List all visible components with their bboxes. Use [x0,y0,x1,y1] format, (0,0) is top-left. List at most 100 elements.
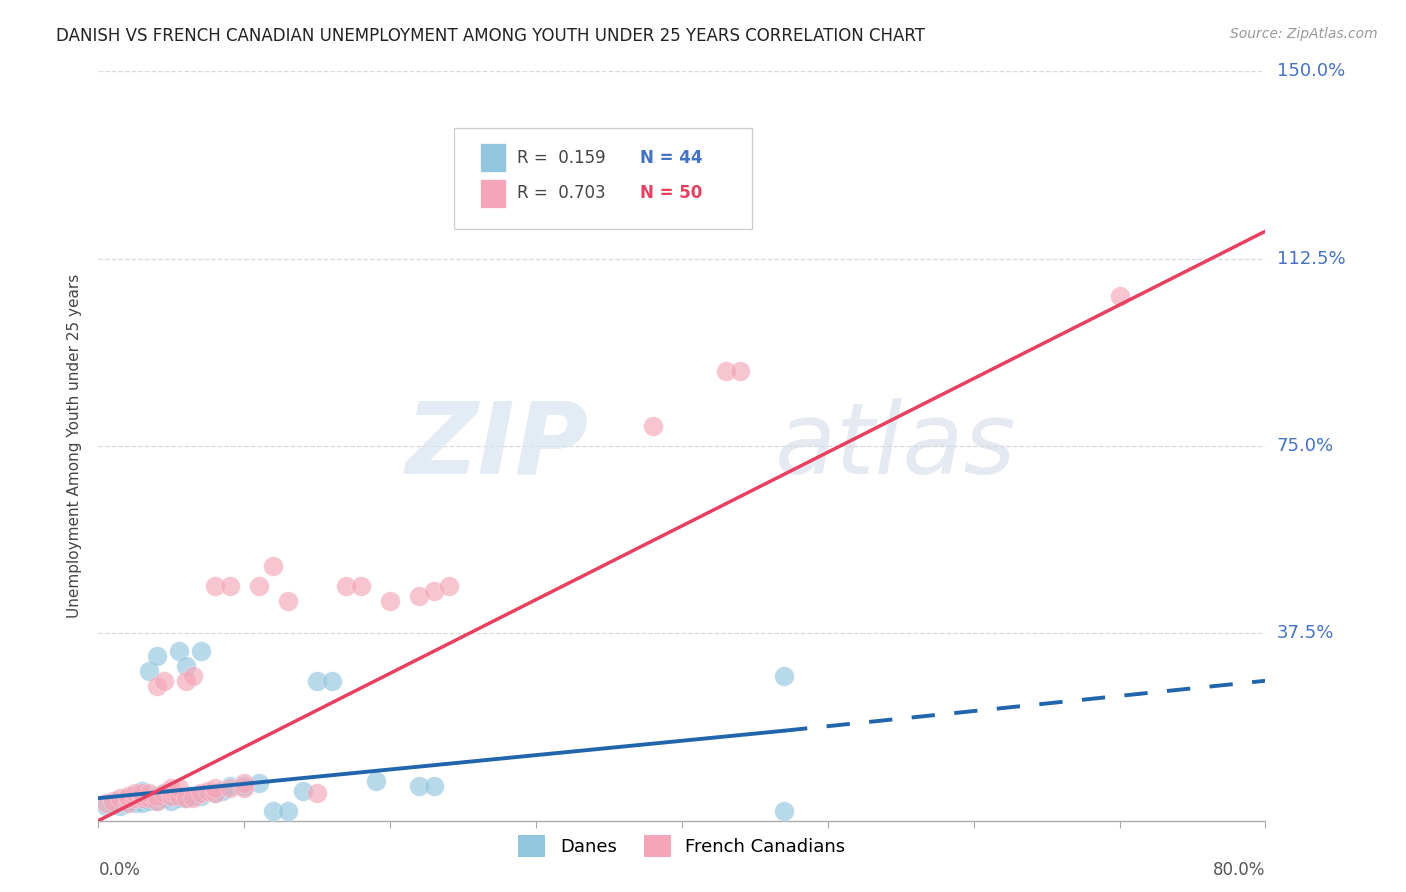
Point [181,789,204,803]
Point [94,798,117,813]
Point [124,789,146,803]
Text: R =  0.703: R = 0.703 [517,185,606,202]
Point [131,796,153,810]
Point [167,789,190,803]
Point [167,781,190,796]
Point [131,789,153,803]
Text: ZIP: ZIP [405,398,589,494]
Point [153,791,176,805]
Point [233,776,256,790]
Point [641,419,664,434]
Point [204,579,226,593]
Text: 150.0%: 150.0% [1277,62,1344,80]
Point [110,791,132,805]
Point [204,786,226,800]
Point [110,798,132,813]
Point [101,794,124,808]
Point [124,786,146,800]
Point [408,589,430,603]
Point [263,804,285,818]
Point [204,781,226,796]
Text: atlas: atlas [775,398,1017,494]
Point [247,579,270,593]
Point [138,791,160,805]
Point [146,789,169,803]
Point [190,789,212,803]
Point [117,794,139,808]
Point [138,664,160,678]
Point [160,789,183,803]
Point [197,783,219,797]
Point [131,791,153,805]
Point [181,791,204,805]
Point [174,791,197,805]
Point [350,579,373,593]
Point [167,791,190,805]
Text: DANISH VS FRENCH CANADIAN UNEMPLOYMENT AMONG YOUTH UNDER 25 YEARS CORRELATION CH: DANISH VS FRENCH CANADIAN UNEMPLOYMENT A… [56,27,925,45]
Point [160,783,183,797]
Point [117,796,139,810]
Point [124,796,146,810]
Text: 75.0%: 75.0% [1277,437,1334,455]
Point [233,779,256,793]
Point [146,794,169,808]
Point [117,789,139,803]
Point [714,364,737,378]
Point [730,364,752,378]
Point [233,781,256,796]
Point [146,648,169,663]
Point [174,658,197,673]
Text: N = 50: N = 50 [640,185,702,202]
Text: 0.0%: 0.0% [98,861,141,879]
Point [1108,289,1130,303]
Point [773,669,796,683]
Point [174,673,197,688]
FancyBboxPatch shape [454,128,752,228]
Point [423,779,446,793]
Point [146,789,169,803]
Text: R =  0.159: R = 0.159 [517,149,606,167]
Point [307,786,329,800]
Point [380,594,402,608]
Point [335,579,357,593]
Point [117,796,139,810]
Point [181,669,204,683]
Point [110,794,132,808]
Point [146,794,169,808]
Point [307,673,329,688]
Y-axis label: Unemployment Among Youth under 25 years: Unemployment Among Youth under 25 years [67,274,83,618]
Point [277,594,299,608]
Point [408,779,430,793]
Point [94,796,117,810]
Text: 80.0%: 80.0% [1213,861,1265,879]
Bar [479,144,506,172]
Point [160,794,183,808]
Point [218,779,240,793]
Point [131,791,153,805]
Point [138,794,160,808]
Text: N = 44: N = 44 [640,149,703,167]
Point [117,791,139,805]
Point [204,786,226,800]
Point [131,783,153,797]
Point [153,673,176,688]
Point [138,786,160,800]
Point [153,786,176,800]
Point [153,786,176,800]
Point [167,644,190,658]
Point [160,781,183,796]
Point [247,776,270,790]
Point [218,579,240,593]
Point [364,773,387,788]
Point [160,789,183,803]
Text: 37.5%: 37.5% [1277,624,1334,642]
Point [321,673,343,688]
Point [190,786,212,800]
Point [277,804,299,818]
Point [218,781,240,796]
Point [291,783,314,797]
Point [423,583,446,598]
Bar [479,179,506,208]
Point [190,644,212,658]
Point [773,804,796,818]
